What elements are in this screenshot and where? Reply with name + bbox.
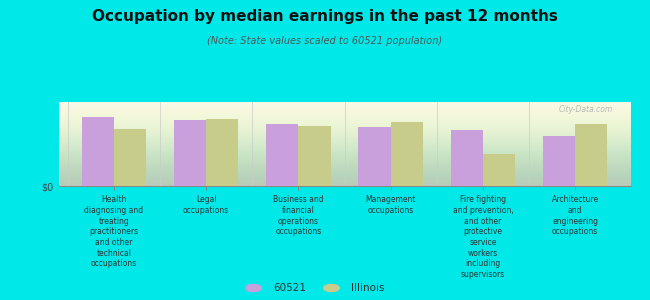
Text: (Note: State values scaled to 60521 population): (Note: State values scaled to 60521 popu… — [207, 36, 443, 46]
Bar — [114, 129, 146, 186]
Bar — [174, 121, 206, 186]
Bar — [483, 154, 515, 186]
Text: Architecture
and
engineering
occupations: Architecture and engineering occupations — [551, 195, 599, 236]
Text: City-Data.com: City-Data.com — [559, 104, 614, 113]
Bar — [543, 136, 575, 186]
Text: Illinois: Illinois — [351, 283, 385, 293]
Text: Occupation by median earnings in the past 12 months: Occupation by median earnings in the pas… — [92, 9, 558, 24]
Bar — [450, 130, 483, 186]
Text: Management
occupations: Management occupations — [365, 195, 416, 215]
Text: Health
diagnosing and
treating
practitioners
and other
technical
occupations: Health diagnosing and treating practitio… — [84, 195, 144, 268]
Bar — [298, 125, 331, 186]
Bar — [575, 124, 608, 186]
Bar — [206, 119, 239, 186]
Text: Fire fighting
and prevention,
and other
protective
service
workers
including
sup: Fire fighting and prevention, and other … — [452, 195, 514, 279]
Text: Legal
occupations: Legal occupations — [183, 195, 229, 215]
Bar — [266, 124, 298, 186]
Bar — [81, 117, 114, 186]
Bar — [391, 122, 423, 186]
Text: 60521: 60521 — [273, 283, 306, 293]
Bar — [358, 127, 391, 186]
Text: Business and
financial
operations
occupations: Business and financial operations occupa… — [273, 195, 324, 236]
